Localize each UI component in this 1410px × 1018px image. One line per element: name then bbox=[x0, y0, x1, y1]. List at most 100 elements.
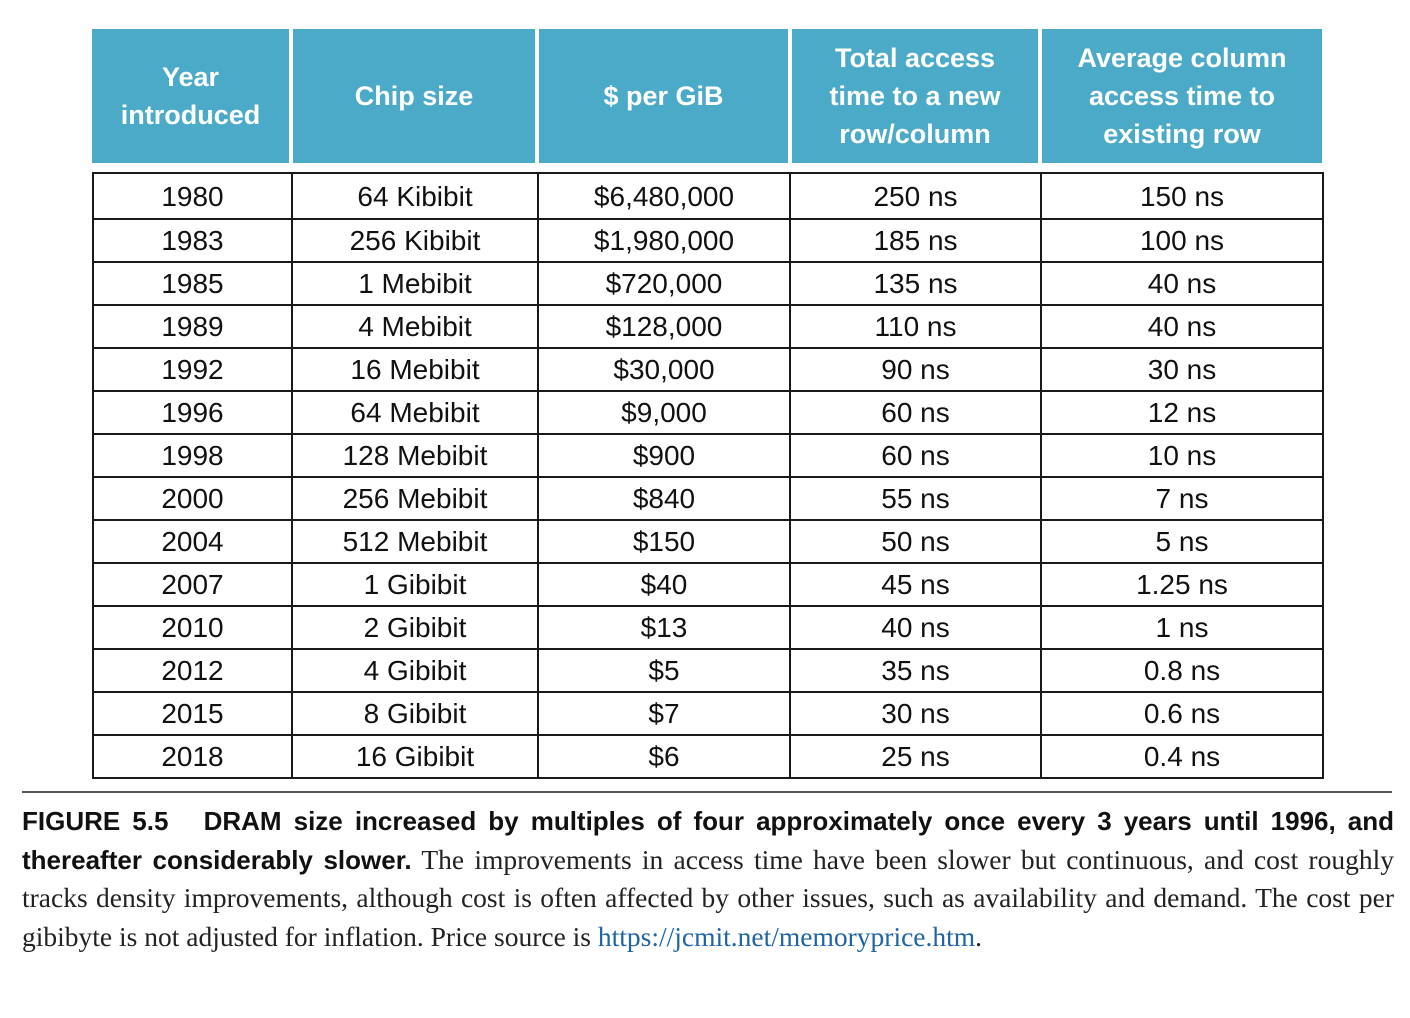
header-total-access-time: Total access time to a new row/column bbox=[792, 29, 1038, 163]
cell-year: 1998 bbox=[92, 433, 293, 478]
cell-year: 1992 bbox=[92, 347, 293, 392]
cell-chip-size: 4 Mebibit bbox=[291, 304, 539, 349]
cell-chip-size: 16 Mebibit bbox=[291, 347, 539, 392]
cell-year: 2000 bbox=[92, 476, 293, 521]
header-price-per-gib: $ per GiB bbox=[539, 29, 788, 163]
cell-column-access-time: 30 ns bbox=[1040, 347, 1324, 392]
cell-chip-size: 128 Mebibit bbox=[291, 433, 539, 478]
cell-column-access-time: 40 ns bbox=[1040, 304, 1324, 349]
cell-chip-size: 4 Gibibit bbox=[291, 648, 539, 693]
header-line: introduced bbox=[120, 100, 261, 130]
cell-total-access-time: 50 ns bbox=[789, 519, 1042, 564]
cell-total-access-time: 45 ns bbox=[789, 562, 1042, 607]
cell-total-access-time: 60 ns bbox=[789, 433, 1042, 478]
cell-price-per-gib: $1,980,000 bbox=[537, 218, 791, 263]
header-line: Total access bbox=[834, 43, 996, 73]
cell-total-access-time: 30 ns bbox=[789, 691, 1042, 736]
cell-year: 1996 bbox=[92, 390, 293, 435]
cell-total-access-time: 55 ns bbox=[789, 476, 1042, 521]
cell-price-per-gib: $7 bbox=[537, 691, 791, 736]
table-row: 2010 2 Gibibit $13 40 ns 1 ns bbox=[92, 605, 1324, 650]
header-chip-size: Chip size bbox=[293, 29, 535, 163]
table-body: 1980 64 Kibibit $6,480,000 250 ns 150 ns 1983… bbox=[92, 172, 1324, 779]
table-row: 2012 4 Gibibit $5 35 ns 0.8 ns bbox=[92, 648, 1324, 693]
cell-column-access-time: 7 ns bbox=[1040, 476, 1324, 521]
cell-year: 2015 bbox=[92, 691, 293, 736]
cell-year: 2007 bbox=[92, 562, 293, 607]
cell-total-access-time: 40 ns bbox=[789, 605, 1042, 650]
cell-column-access-time: 0.4 ns bbox=[1040, 734, 1324, 779]
cell-column-access-time: 1 ns bbox=[1040, 605, 1324, 650]
cell-chip-size: 16 Gibibit bbox=[291, 734, 539, 779]
header-line: Chip size bbox=[354, 81, 474, 111]
cell-total-access-time: 25 ns bbox=[789, 734, 1042, 779]
cell-chip-size: 256 Mebibit bbox=[291, 476, 539, 521]
table-row: 2004 512 Mebibit $150 50 ns 5 ns bbox=[92, 519, 1324, 564]
cell-price-per-gib: $128,000 bbox=[537, 304, 791, 349]
table-row: 1996 64 Mebibit $9,000 60 ns 12 ns bbox=[92, 390, 1324, 435]
cell-price-per-gib: $5 bbox=[537, 648, 791, 693]
header-line: row/column bbox=[839, 119, 991, 149]
cell-total-access-time: 185 ns bbox=[789, 218, 1042, 263]
table-row: 1992 16 Mebibit $30,000 90 ns 30 ns bbox=[92, 347, 1324, 392]
cell-price-per-gib: $720,000 bbox=[537, 261, 791, 306]
cell-price-per-gib: $13 bbox=[537, 605, 791, 650]
cell-price-per-gib: $40 bbox=[537, 562, 791, 607]
cell-column-access-time: 0.8 ns bbox=[1040, 648, 1324, 693]
cell-year: 2012 bbox=[92, 648, 293, 693]
price-source-link[interactable]: https://jcmit.net/memoryprice.htm bbox=[597, 920, 976, 952]
table-row: 1985 1 Mebibit $720,000 135 ns 40 ns bbox=[92, 261, 1324, 306]
cell-total-access-time: 35 ns bbox=[789, 648, 1042, 693]
table-row: 1980 64 Kibibit $6,480,000 250 ns 150 ns bbox=[92, 172, 1324, 220]
header-line: $ per GiB bbox=[603, 81, 724, 111]
table-row: 2007 1 Gibibit $40 45 ns 1.25 ns bbox=[92, 562, 1324, 607]
cell-column-access-time: 40 ns bbox=[1040, 261, 1324, 306]
cell-column-access-time: 150 ns bbox=[1040, 172, 1324, 220]
cell-year: 2018 bbox=[92, 734, 293, 779]
cell-price-per-gib: $900 bbox=[537, 433, 791, 478]
table-header: Year introduced Chip size $ per GiB Total… bbox=[92, 29, 1322, 163]
cell-column-access-time: 1.25 ns bbox=[1040, 562, 1324, 607]
header-line: Average column bbox=[1077, 43, 1287, 73]
cell-chip-size: 8 Gibibit bbox=[291, 691, 539, 736]
cell-column-access-time: 100 ns bbox=[1040, 218, 1324, 263]
figure-label: FIGURE 5.5 bbox=[22, 806, 169, 836]
cell-chip-size: 64 Kibibit bbox=[291, 172, 539, 220]
table-row: 1998 128 Mebibit $900 60 ns 10 ns bbox=[92, 433, 1324, 478]
cell-year: 1989 bbox=[92, 304, 293, 349]
cell-column-access-time: 10 ns bbox=[1040, 433, 1324, 478]
cell-column-access-time: 0.6 ns bbox=[1040, 691, 1324, 736]
cell-year: 1983 bbox=[92, 218, 293, 263]
cell-total-access-time: 90 ns bbox=[789, 347, 1042, 392]
cell-year: 1985 bbox=[92, 261, 293, 306]
header-year-introduced: Year introduced bbox=[92, 29, 289, 163]
cell-year: 2004 bbox=[92, 519, 293, 564]
caption-body: The improvements in access time have bee… bbox=[22, 843, 1394, 952]
caption-end: . bbox=[975, 920, 983, 952]
cell-year: 2010 bbox=[92, 605, 293, 650]
table-row: 2015 8 Gibibit $7 30 ns 0.6 ns bbox=[92, 691, 1324, 736]
dram-table: 1980 64 Kibibit $6,480,000 250 ns 150 ns 1983… bbox=[92, 172, 1324, 779]
cell-chip-size: 512 Mebibit bbox=[291, 519, 539, 564]
cell-price-per-gib: $6,480,000 bbox=[537, 172, 791, 220]
table-row: 2018 16 Gibibit $6 25 ns 0.4 ns bbox=[92, 734, 1324, 779]
cell-total-access-time: 135 ns bbox=[789, 261, 1042, 306]
cell-chip-size: 256 Kibibit bbox=[291, 218, 539, 263]
cell-total-access-time: 60 ns bbox=[789, 390, 1042, 435]
header-average-column-access-time: Average column access time to existing row bbox=[1042, 29, 1322, 163]
header-line: time to a new bbox=[829, 81, 1001, 111]
caption-rule bbox=[22, 791, 1392, 793]
cell-chip-size: 1 Gibibit bbox=[291, 562, 539, 607]
caption-lead: DRAM size increased by multiples of four… bbox=[22, 806, 1395, 875]
cell-price-per-gib: $30,000 bbox=[537, 347, 791, 392]
cell-year: 1980 bbox=[92, 172, 293, 220]
cell-price-per-gib: $840 bbox=[537, 476, 791, 521]
header-line: Year bbox=[161, 62, 220, 92]
cell-price-per-gib: $9,000 bbox=[537, 390, 791, 435]
cell-price-per-gib: $6 bbox=[537, 734, 791, 779]
table-row: 2000 256 Mebibit $840 55 ns 7 ns bbox=[92, 476, 1324, 521]
cell-total-access-time: 250 ns bbox=[789, 172, 1042, 220]
header-line: existing row bbox=[1103, 119, 1261, 149]
cell-price-per-gib: $150 bbox=[537, 519, 791, 564]
cell-chip-size: 64 Mebibit bbox=[291, 390, 539, 435]
